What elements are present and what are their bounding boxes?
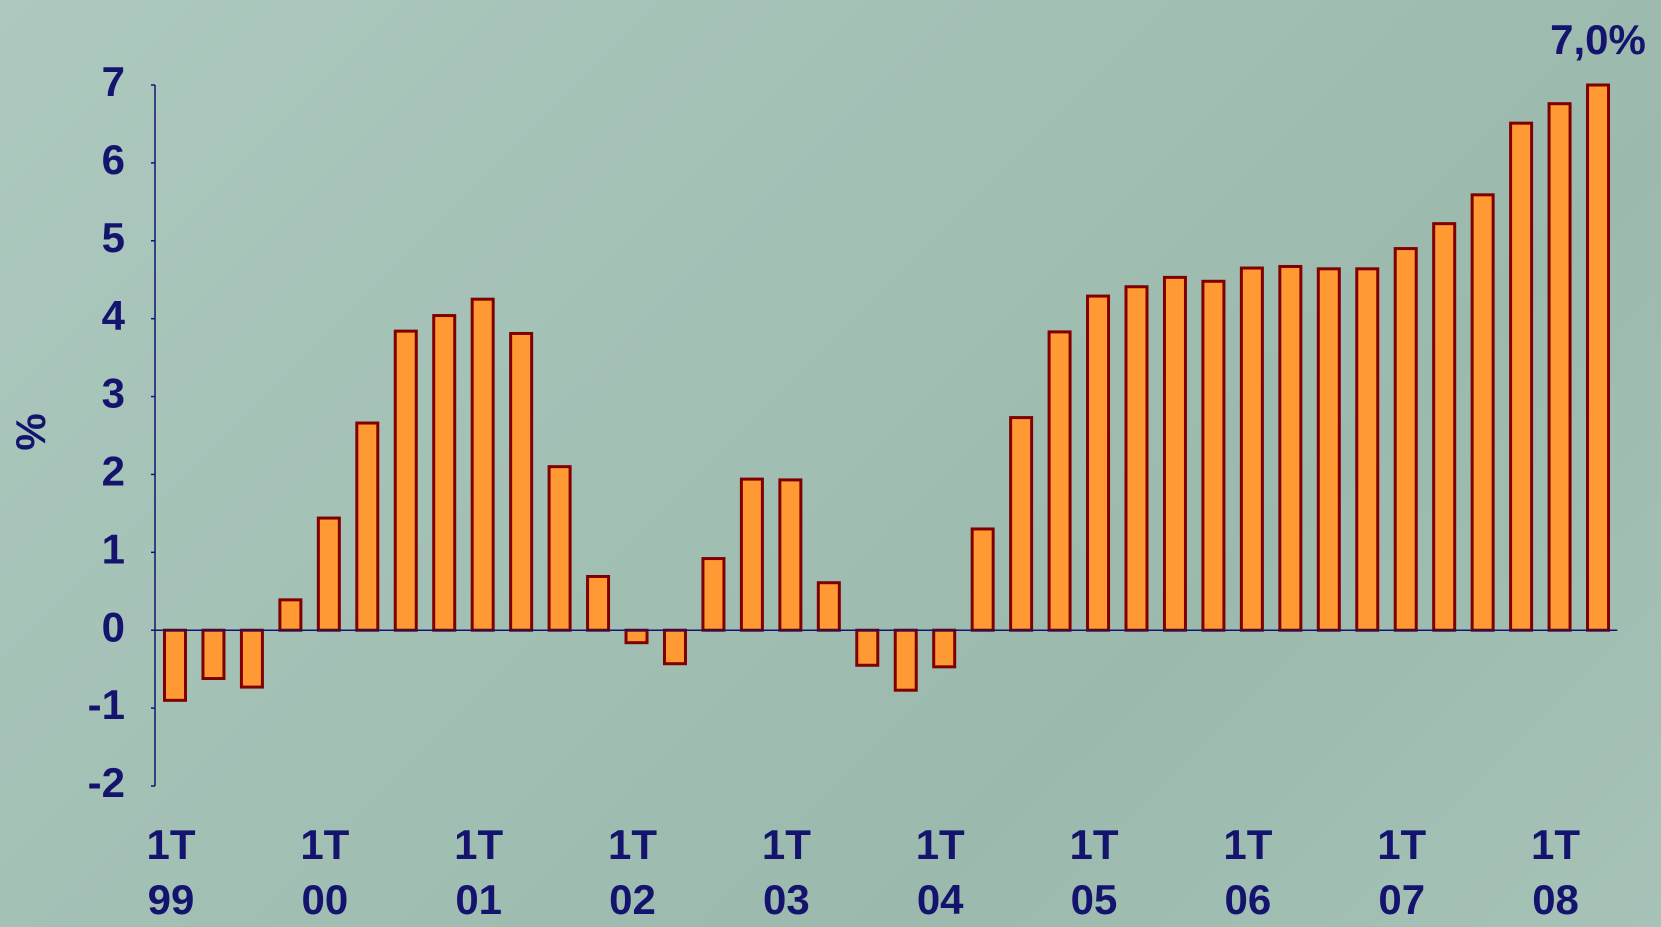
bar bbox=[509, 331, 534, 632]
x-tick-label: 1T 06 bbox=[1223, 821, 1272, 923]
y-tick-label: 0 bbox=[102, 603, 125, 650]
x-tick-label: 1T 04 bbox=[916, 821, 965, 923]
x-tick-label: 1T 99 bbox=[146, 821, 195, 923]
x-tick-label: 1T 03 bbox=[762, 821, 811, 923]
bar bbox=[970, 527, 995, 632]
x-tick-label: 1T 02 bbox=[608, 821, 657, 923]
bar bbox=[393, 329, 418, 632]
y-tick-label: 4 bbox=[102, 292, 126, 339]
x-tick-label: 1T 07 bbox=[1377, 821, 1426, 923]
y-tick-label: 6 bbox=[102, 136, 125, 183]
bar bbox=[239, 628, 264, 689]
y-axis-label: % bbox=[7, 413, 54, 450]
bar bbox=[1239, 266, 1264, 632]
bar bbox=[432, 314, 457, 632]
bar bbox=[316, 516, 341, 632]
bar bbox=[739, 477, 764, 632]
bar bbox=[1470, 193, 1495, 632]
bar bbox=[816, 581, 841, 632]
bar bbox=[201, 628, 226, 681]
bar bbox=[1547, 102, 1572, 632]
bar bbox=[893, 628, 918, 692]
bar bbox=[1393, 247, 1418, 632]
y-tick-label: 5 bbox=[102, 214, 125, 261]
x-tick-label: 1T 08 bbox=[1531, 821, 1580, 923]
bar bbox=[1509, 121, 1534, 632]
bar bbox=[547, 465, 572, 632]
y-tick-label: 7 bbox=[102, 58, 125, 105]
y-tick-label: 1 bbox=[102, 525, 125, 572]
bar bbox=[932, 628, 957, 669]
bar bbox=[1047, 330, 1072, 632]
bar bbox=[1432, 222, 1457, 632]
bar bbox=[1278, 264, 1303, 632]
bar bbox=[778, 478, 803, 632]
bar bbox=[1162, 275, 1187, 632]
bar bbox=[1009, 416, 1034, 632]
y-tick-label: -2 bbox=[88, 759, 125, 806]
x-tick-label: 1T 00 bbox=[300, 821, 349, 923]
y-tick-label: -1 bbox=[88, 681, 125, 728]
bar bbox=[1586, 83, 1611, 632]
bar bbox=[278, 598, 303, 632]
bar bbox=[586, 574, 611, 632]
bar bbox=[701, 557, 726, 632]
bar bbox=[624, 628, 649, 645]
bar bbox=[163, 628, 187, 702]
bar bbox=[470, 297, 495, 632]
value-label: 7,0% bbox=[1550, 16, 1646, 63]
x-tick-label: 1T 05 bbox=[1070, 821, 1119, 923]
bar bbox=[1355, 267, 1380, 632]
bar bbox=[1316, 267, 1341, 632]
y-tick-label: 3 bbox=[102, 370, 125, 417]
bar bbox=[662, 628, 687, 666]
bar bbox=[1201, 279, 1226, 632]
bar bbox=[855, 628, 880, 667]
bar bbox=[355, 421, 380, 632]
bar bbox=[1086, 294, 1111, 632]
y-tick-label: 2 bbox=[102, 448, 125, 495]
x-tick-label: 1T 01 bbox=[454, 821, 503, 923]
bar bbox=[1124, 285, 1149, 632]
